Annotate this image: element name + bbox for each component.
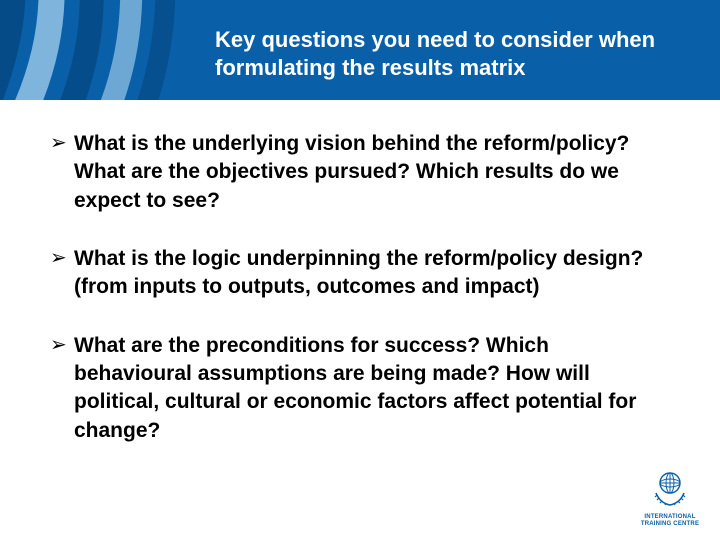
bullet-item: ➢ What is the underlying vision behind t… <box>50 130 670 215</box>
bullet-item: ➢ What is the logic underpinning the ref… <box>50 245 670 302</box>
footer-logo: INTERNATIONAL TRAINING CENTRE <box>638 463 702 528</box>
footer-caption-2: TRAINING CENTRE <box>638 521 702 528</box>
bullet-glyph: ➢ <box>50 332 74 359</box>
footer-caption-1: INTERNATIONAL <box>638 514 702 521</box>
header-band: Key questions you need to consider when … <box>0 0 720 100</box>
bullet-text: What is the logic underpinning the refor… <box>74 245 670 302</box>
bullet-text: What is the underlying vision behind the… <box>74 130 670 215</box>
content-area: ➢ What is the underlying vision behind t… <box>50 130 670 475</box>
globe-laurel-icon <box>648 463 692 507</box>
slide-title: Key questions you need to consider when … <box>215 26 685 81</box>
bullet-text: What are the preconditions for success? … <box>74 332 670 445</box>
bullet-glyph: ➢ <box>50 245 74 272</box>
bullet-glyph: ➢ <box>50 130 74 157</box>
bullet-item: ➢ What are the preconditions for success… <box>50 332 670 445</box>
